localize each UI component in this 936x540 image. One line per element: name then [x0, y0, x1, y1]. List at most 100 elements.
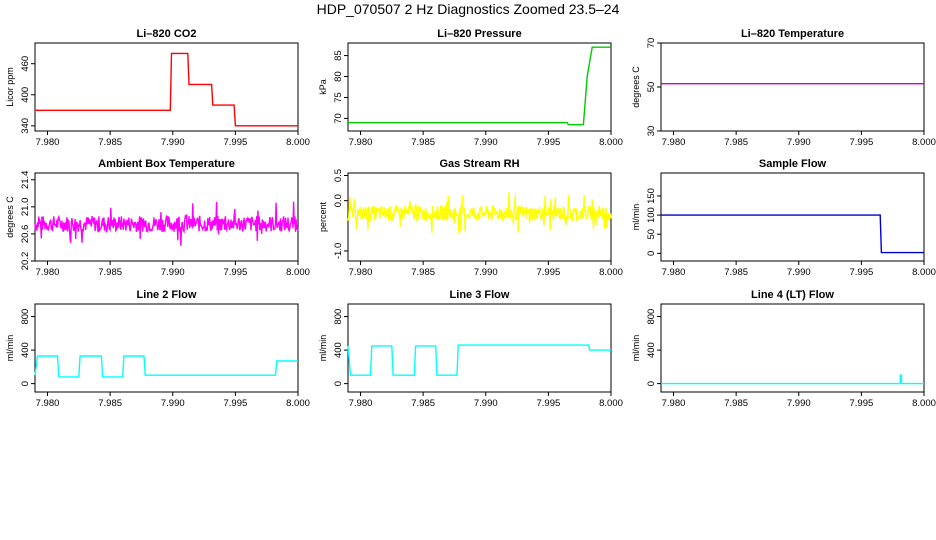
panel-2-xtick-label: 7.995 — [536, 137, 560, 148]
panel-5-xtick-label: 7.995 — [536, 267, 560, 278]
panel-5-xtick-label: 7.990 — [474, 267, 498, 278]
panel-8-xtick-label: 7.990 — [474, 398, 498, 409]
panel-2-xtick-label: 7.990 — [474, 137, 498, 148]
panel-5-ytick-label: 0.0 — [333, 194, 344, 207]
panel-6-ylabel: ml/min — [631, 204, 641, 231]
panel-8-ytick-label: 400 — [333, 342, 344, 358]
panel-7-ytick-label: 800 — [20, 309, 31, 325]
panel-1-frame — [34, 42, 299, 132]
panel-1-ytick-label: 460 — [20, 56, 31, 72]
panel-4-xtick-label: 7.985 — [98, 267, 122, 278]
panel-8-ylabel: ml/min — [318, 335, 328, 362]
panel-6-frame — [660, 172, 925, 262]
panel-9-xtick-label: 7.985 — [724, 398, 748, 409]
panel-9-ytick-label: 0 — [646, 381, 657, 386]
panel-4-xtick-label: 7.980 — [36, 267, 60, 278]
panel-5-ytick-label: 0.5 — [333, 169, 344, 182]
panel-8-ytick-label: 0 — [333, 381, 344, 386]
panel-4-title: Ambient Box Temperature — [98, 158, 235, 170]
panel-5-ytick-label: -1.0 — [333, 243, 344, 259]
panel-6-ytick-label: 100 — [646, 207, 657, 223]
panel-8-xtick-label: 7.995 — [536, 398, 560, 409]
panel-9-title: Line 4 (LT) Flow — [751, 289, 834, 301]
panel-8-xtick-label: 7.980 — [349, 398, 373, 409]
panel-2-frame — [347, 42, 612, 132]
panel-3-xtick-label: 7.990 — [787, 137, 811, 148]
panel-6-xtick-label: 8.000 — [912, 267, 936, 278]
panel-2-ytick-label: 70 — [333, 113, 344, 124]
panel-9-ytick-label: 400 — [646, 342, 657, 358]
panel-6-xtick-label: 7.980 — [662, 267, 686, 278]
panel-4-xtick-label: 7.990 — [161, 267, 185, 278]
panel-1-ytick-label: 340 — [20, 118, 31, 134]
panel-3-xtick-label: 7.980 — [662, 137, 686, 148]
panel-1-series-line — [35, 52, 298, 127]
panel-6-xtick-label: 7.995 — [849, 267, 873, 278]
figure-title: HDP_070507 2 Hz Diagnostics Zoomed 23.5–… — [316, 1, 620, 17]
panel-6-xtick-label: 7.985 — [724, 267, 748, 278]
panel-7-ylabel: ml/min — [5, 335, 15, 362]
panel-3-ytick-label: 30 — [646, 126, 657, 137]
panel-5-xtick-label: 7.980 — [349, 267, 373, 278]
panel-4-series-line — [34, 201, 299, 246]
panel-4-ytick-label: 20.6 — [20, 225, 31, 244]
panel-6-ytick-label: 50 — [646, 229, 657, 240]
panel-2-title: Li–820 Pressure — [437, 28, 521, 40]
panel-7-xtick-label: 7.995 — [223, 398, 247, 409]
panel-4-xtick-label: 8.000 — [286, 267, 310, 278]
panel-8-frame — [347, 303, 612, 393]
panel-2-xtick-label: 7.980 — [349, 137, 373, 148]
panel-5-xtick-label: 8.000 — [599, 267, 623, 278]
panel-1-xtick-label: 8.000 — [286, 137, 310, 148]
panel-3-xtick-label: 7.995 — [849, 137, 873, 148]
panel-9-xtick-label: 7.990 — [787, 398, 811, 409]
panel-6-ytick-label: 150 — [646, 188, 657, 204]
panel-7-ytick-label: 0 — [20, 381, 31, 386]
panel-7-ytick-label: 400 — [20, 342, 31, 358]
panel-6-ytick-label: 0 — [646, 251, 657, 256]
panel-9-xtick-label: 8.000 — [912, 398, 936, 409]
panel-1-xtick-label: 7.990 — [161, 137, 185, 148]
panel-1-xtick-label: 7.985 — [98, 137, 122, 148]
panel-8-ytick-label: 800 — [333, 309, 344, 325]
panel-9-ytick-label: 800 — [646, 309, 657, 325]
panel-5-title: Gas Stream RH — [439, 158, 519, 170]
panel-2-ylabel: kPa — [318, 79, 328, 95]
panel-1-xtick-label: 7.995 — [223, 137, 247, 148]
panel-9-ylabel: ml/min — [631, 335, 641, 362]
panel-5-series-line — [347, 192, 612, 234]
panel-9-series-line — [661, 374, 924, 385]
panel-2-xtick-label: 8.000 — [599, 137, 623, 148]
panel-7-xtick-label: 8.000 — [286, 398, 310, 409]
panel-4-ytick-label: 20.2 — [20, 252, 31, 271]
panel-7-title: Line 2 Flow — [137, 289, 197, 301]
panel-8-title: Line 3 Flow — [450, 289, 510, 301]
panel-6-xtick-label: 7.990 — [787, 267, 811, 278]
panel-2-series-line — [348, 46, 611, 126]
panel-4-ytick-label: 21.4 — [20, 171, 31, 190]
panel-1-ylabel: Licor ppm — [5, 67, 15, 107]
panel-8-xtick-label: 8.000 — [599, 398, 623, 409]
panel-4-ylabel: degrees C — [5, 196, 15, 238]
panel-9-xtick-label: 7.980 — [662, 398, 686, 409]
panel-6-series-line — [661, 214, 924, 254]
panel-7-frame — [34, 303, 299, 393]
panel-3-title: Li–820 Temperature — [741, 28, 844, 40]
panel-3-frame — [660, 42, 925, 132]
panel-7-series-line — [34, 355, 298, 378]
panel-4-frame — [34, 172, 299, 262]
panel-5-ylabel: percent — [318, 201, 328, 232]
panel-7-xtick-label: 7.985 — [98, 398, 122, 409]
panel-1-xtick-label: 7.980 — [36, 137, 60, 148]
panel-9-xtick-label: 7.995 — [849, 398, 873, 409]
panel-5-xtick-label: 7.985 — [411, 267, 435, 278]
panel-3-ylabel: degrees C — [631, 66, 641, 108]
panel-3-xtick-label: 8.000 — [912, 137, 936, 148]
panel-3-xtick-label: 7.985 — [724, 137, 748, 148]
panel-2-ytick-label: 80 — [333, 71, 344, 82]
panel-2-ytick-label: 85 — [333, 50, 344, 61]
panel-4-xtick-label: 7.995 — [223, 267, 247, 278]
panel-3-ytick-label: 70 — [646, 38, 657, 49]
panel-7-xtick-label: 7.980 — [36, 398, 60, 409]
